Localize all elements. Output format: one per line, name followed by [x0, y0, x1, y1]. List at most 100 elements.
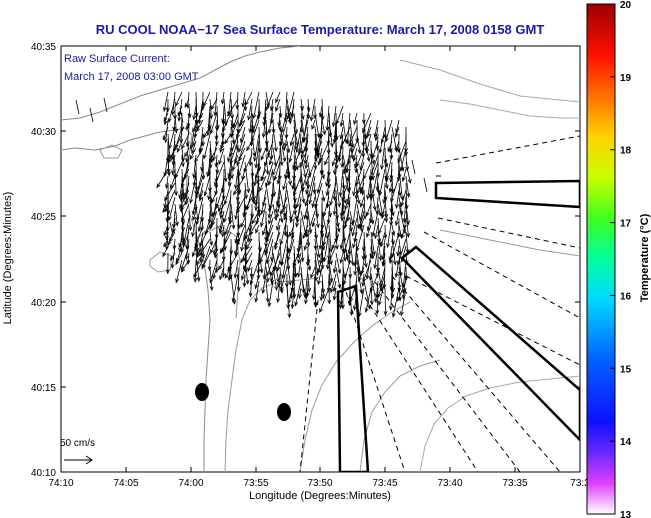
current-vector-head: [378, 148, 383, 154]
current-vector-head: [304, 299, 308, 305]
current-vector-head: [221, 272, 226, 278]
current-vector: [379, 168, 386, 196]
current-vector-head: [233, 273, 238, 279]
colorbar-tick-label: 20: [620, 0, 632, 11]
current-vector-head: [274, 208, 279, 214]
current-vector-head: [180, 162, 185, 168]
annotation-line-1: Raw Surface Current:: [64, 53, 170, 65]
current-vector: [321, 189, 325, 202]
current-vector: [347, 112, 351, 144]
current-vector: [209, 147, 212, 169]
current-vector-head: [259, 268, 264, 274]
current-vector: [167, 161, 170, 176]
current-vector: [380, 231, 386, 247]
current-vector-head: [181, 217, 185, 223]
current-vector: [289, 140, 295, 163]
current-vector-head: [332, 295, 337, 301]
current-vector: [268, 210, 274, 224]
current-vector: [238, 154, 246, 177]
current-vector: [187, 252, 190, 264]
current-vector: [263, 259, 267, 279]
current-vector: [194, 259, 197, 282]
current-vector: [166, 175, 169, 189]
current-vector: [384, 210, 387, 222]
current-vector: [199, 238, 211, 256]
current-vector-head: [191, 142, 196, 148]
current-vector: [390, 168, 393, 179]
current-vector: [227, 252, 239, 271]
scale-label: 50 cm/s: [60, 438, 95, 449]
current-vector-head: [282, 185, 287, 191]
current-vector: [389, 182, 393, 193]
current-vector-head: [236, 286, 241, 292]
current-vector-head: [177, 111, 182, 117]
current-vector-head: [295, 222, 300, 228]
current-vector: [405, 161, 411, 184]
current-vector: [359, 203, 365, 221]
current-vector-head: [211, 221, 216, 227]
current-vector-head: [196, 127, 200, 133]
current-vector: [258, 126, 261, 153]
current-vector: [323, 217, 330, 246]
current-vector-head: [327, 260, 332, 266]
current-vector: [190, 175, 197, 204]
current-vector: [212, 266, 218, 279]
current-vector: [359, 210, 365, 229]
current-vector-head: [165, 269, 170, 275]
current-vector: [344, 231, 351, 254]
current-vector: [252, 112, 260, 133]
current-vector: [236, 224, 246, 247]
current-vector: [346, 245, 351, 259]
current-vector-head: [332, 287, 337, 293]
current-vector-head: [369, 287, 374, 293]
current-vector: [272, 266, 278, 291]
current-vector-head: [307, 173, 312, 179]
current-vector-head: [304, 201, 309, 207]
current-vector: [215, 126, 218, 140]
current-vector: [291, 217, 295, 240]
current-vector: [244, 259, 249, 284]
current-vector-head: [390, 197, 394, 203]
current-vector: [244, 224, 253, 249]
current-vector: [230, 203, 235, 229]
current-vector-head: [351, 219, 356, 225]
current-vector-head: [265, 238, 270, 244]
current-vector: [340, 238, 344, 249]
current-vector: [210, 112, 218, 134]
current-vector: [257, 154, 260, 184]
current-vector: [270, 133, 274, 160]
current-vector-head: [325, 182, 329, 188]
current-vector-head: [400, 202, 405, 208]
current-vector: [209, 259, 218, 283]
current-vector: [282, 252, 288, 279]
current-vector: [296, 126, 302, 153]
current-vector-head: [375, 273, 380, 279]
current-vector: [196, 252, 204, 266]
current-vector: [267, 217, 274, 236]
current-vector: [296, 189, 302, 208]
current-vector: [195, 203, 199, 221]
current-vector-head: [214, 141, 219, 147]
current-vector: [314, 231, 320, 258]
current-vector-head: [260, 209, 265, 215]
current-vector: [264, 140, 274, 167]
current-vector-head: [162, 135, 167, 141]
current-vector: [279, 119, 288, 146]
current-vector-head: [170, 264, 175, 270]
current-vector-head: [308, 199, 313, 205]
current-vector-head: [227, 111, 232, 117]
current-vector-head: [176, 147, 181, 153]
current-vector-head: [337, 202, 342, 208]
current-vector: [313, 273, 316, 300]
current-vector: [284, 133, 288, 147]
current-vector: [335, 210, 340, 232]
current-vector-head: [397, 260, 401, 266]
y-tick-label: 40:35: [31, 42, 56, 53]
current-vector-head: [300, 153, 305, 159]
current-vector-head: [245, 100, 249, 106]
current-vector: [272, 126, 277, 152]
current-vector-head: [397, 296, 401, 302]
current-vector: [397, 238, 407, 265]
current-vector: [369, 273, 379, 292]
current-vector: [298, 287, 302, 299]
